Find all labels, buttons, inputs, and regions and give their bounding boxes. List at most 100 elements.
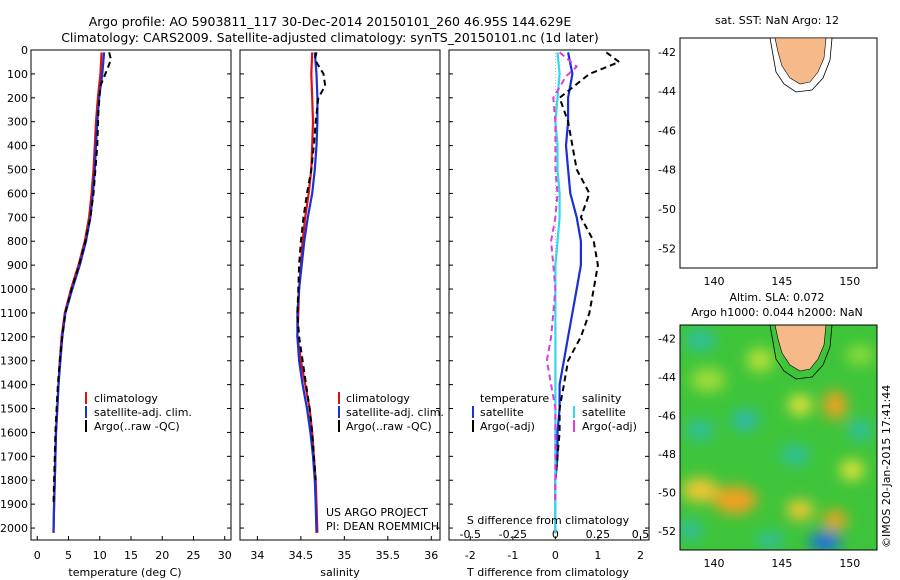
x-tick-label: 34.5 — [289, 549, 314, 562]
depth-tick-label: 0 — [21, 44, 28, 57]
depth-tick-label: 600 — [7, 187, 28, 200]
x-tick-label-secondary: 0.5 — [632, 528, 650, 541]
x-tick-label: 0 — [34, 549, 41, 562]
series-line-t-argo-adj- — [554, 51, 621, 505]
map-y-tick-label: -52 — [658, 242, 676, 255]
depth-tick-label: 500 — [7, 164, 28, 177]
figure-title-line2: Climatology: CARS2009. Satellite-adjuste… — [61, 30, 599, 45]
x-tick-label: 15 — [124, 549, 138, 562]
legend-s-argo: Argo(-adj) — [582, 420, 637, 433]
sla-map-title-line1: Altim. SLA: 0.072 — [729, 291, 824, 304]
series-line-argo-raw-qc- — [52, 52, 112, 505]
legend-t-satellite: satellite — [480, 406, 524, 419]
s-difference-label: S difference from climatology — [467, 514, 630, 527]
map-x-tick-label: 145 — [771, 557, 792, 570]
x-tick-label: 25 — [187, 549, 201, 562]
difference-xlabel: T difference from climatology — [466, 566, 629, 579]
tasmania-landmass-icon — [774, 325, 827, 372]
difference-legend: temperature salinity satellite Argo(-adj… — [472, 392, 637, 433]
legend-climatology: climatology — [94, 392, 158, 405]
map-x-tick-label: 140 — [703, 557, 724, 570]
map-x-tick-label: 140 — [703, 275, 724, 288]
sla-map-frame — [679, 324, 878, 551]
map-y-tick-label: -48 — [658, 448, 676, 461]
series-line-satellite-adj-clim- — [52, 52, 106, 533]
map-y-tick-label: -44 — [658, 85, 676, 98]
map-y-tick-label: -50 — [658, 486, 676, 499]
map-y-tick-label: -44 — [658, 371, 676, 384]
x-tick-label-secondary: 0.25 — [586, 528, 611, 541]
salinity-panel-frame — [239, 49, 441, 541]
pi-credit: PI: DEAN ROEMMICH — [326, 520, 439, 533]
depth-tick-label: 800 — [7, 235, 28, 248]
x-tick-label: 20 — [155, 549, 169, 562]
map-x-tick-label: 145 — [771, 275, 792, 288]
depth-tick-label: 400 — [7, 140, 28, 153]
x-tick-label: 30 — [218, 549, 232, 562]
imos-watermark: ©IMOS 20-Jan-2015 17:41:44 — [880, 385, 893, 548]
x-tick-label: -1 — [507, 549, 518, 562]
depth-tick-label: 1900 — [0, 498, 28, 511]
x-tick-label: 35.5 — [376, 549, 401, 562]
legend-t-argo: Argo(-adj) — [480, 420, 535, 433]
map-x-tick-label: 150 — [839, 557, 860, 570]
legend-title-temperature: temperature — [480, 392, 549, 405]
project-credit: US ARGO PROJECT — [326, 506, 428, 519]
series-line-argo-raw-qc- — [296, 52, 327, 481]
legend-climatology: climatology — [346, 392, 410, 405]
legend-argo: Argo(..raw -QC) — [94, 420, 180, 433]
depth-tick-label: 1700 — [0, 450, 28, 463]
depth-tick-label: 700 — [7, 211, 28, 224]
legend-title-salinity: salinity — [582, 392, 622, 405]
legend-satellite: satellite-adj. clim. — [94, 406, 192, 419]
temperature-panel-frame — [30, 49, 232, 541]
x-tick-label: 10 — [93, 549, 107, 562]
map-y-tick-label: -50 — [658, 203, 676, 216]
depth-tick-label: 100 — [7, 68, 28, 81]
x-tick-label: 2 — [637, 549, 644, 562]
axes-layer: 0100200300400500600700800900100011001200… — [0, 44, 860, 570]
tasmania-landmass-icon — [774, 37, 827, 85]
map-y-tick-label: -42 — [658, 332, 676, 345]
depth-tick-label: 1300 — [0, 355, 28, 368]
x-tick-label: 0 — [552, 549, 559, 562]
series-line-climatology — [52, 52, 103, 533]
temperature-xlabel: temperature (deg C) — [68, 566, 181, 579]
depth-tick-label: 200 — [7, 92, 28, 105]
depth-tick-label: 2000 — [0, 522, 28, 535]
sla-map-title-line2: Argo h1000: 0.044 h2000: NaN — [691, 306, 863, 319]
depth-tick-label: 1500 — [0, 403, 28, 416]
x-tick-label-secondary: 0 — [552, 528, 559, 541]
x-tick-label: 35 — [337, 549, 351, 562]
sla-heatmap — [680, 325, 877, 550]
depth-tick-label: 1200 — [0, 331, 28, 344]
series-layer — [52, 51, 783, 533]
x-tick-label-secondary: -0.5 — [460, 528, 481, 541]
temperature-legend: climatology satellite-adj. clim. Argo(..… — [85, 392, 192, 433]
salinity-legend: climatology satellite-adj. clim. Argo(..… — [338, 392, 444, 433]
legend-argo: Argo(..raw -QC) — [346, 420, 432, 433]
map-y-tick-label: -42 — [658, 46, 676, 59]
legend-satellite: satellite-adj. clim. — [346, 406, 444, 419]
legend-s-satellite: satellite — [582, 406, 626, 419]
x-tick-label: 34 — [250, 549, 264, 562]
depth-tick-label: 1800 — [0, 474, 28, 487]
map-y-tick-label: -48 — [658, 164, 676, 177]
map-y-tick-label: -46 — [658, 124, 676, 137]
x-tick-label: 5 — [65, 549, 72, 562]
depth-tick-label: 1400 — [0, 379, 28, 392]
x-tick-label: -2 — [465, 549, 476, 562]
figure-title-line1: Argo profile: AO 5903811_117 30-Dec-2014… — [89, 14, 572, 29]
depth-tick-label: 900 — [7, 259, 28, 272]
x-tick-label: 36 — [424, 549, 438, 562]
sst-map-title: sat. SST: NaN Argo: 12 — [715, 14, 839, 27]
x-tick-label: 1 — [594, 549, 601, 562]
depth-tick-label: 300 — [7, 116, 28, 129]
series-line-s-argo-adj- — [545, 51, 578, 505]
map-y-tick-label: -52 — [658, 525, 676, 538]
salinity-xlabel: salinity — [320, 566, 360, 579]
depth-tick-label: 1100 — [0, 307, 28, 320]
depth-tick-label: 1000 — [0, 283, 28, 296]
map-y-tick-label: -46 — [658, 409, 676, 422]
